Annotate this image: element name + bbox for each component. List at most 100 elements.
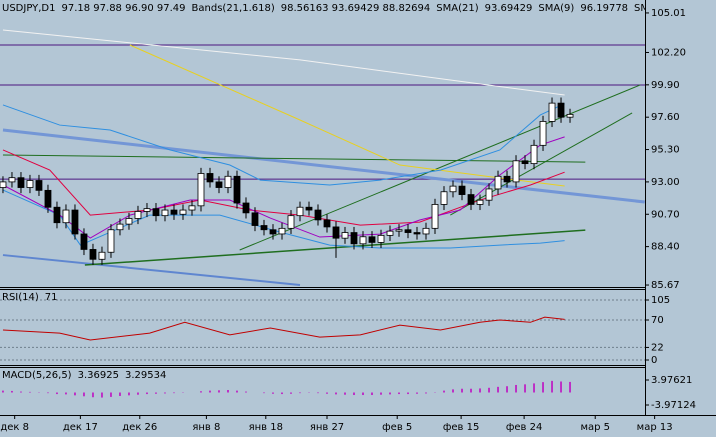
x-tick-label: мар 5 (580, 422, 610, 433)
candle-body (476, 199, 484, 205)
trend-line (239, 84, 641, 251)
candle-body (431, 204, 439, 229)
candle-body (449, 185, 457, 193)
y-tick-label: 99.90 (651, 80, 680, 91)
candle-body (224, 175, 232, 188)
candle-body (161, 209, 169, 217)
candle-body (53, 206, 61, 224)
candle-body (98, 251, 106, 260)
pane-header: 98.56163 93.69429 88.82694 (281, 3, 431, 14)
candle-body (152, 208, 160, 217)
candle-body (143, 208, 151, 212)
indicator-line (2, 103, 565, 186)
candle-body (494, 175, 502, 190)
pane: USDJPY,D1 97.18 97.88 96.90 97.49 Bands(21… (0, 3, 683, 287)
trend-line (2, 128, 645, 204)
candle-body (341, 232, 349, 239)
pane-header: 3.36925 (78, 370, 119, 381)
candle-body (422, 227, 430, 235)
pane: MACD(5,26,5) 3.36925 3.29534 (2, 370, 571, 398)
candle-body (233, 175, 241, 204)
trend-line (2, 254, 301, 287)
candle-body (35, 180, 43, 191)
pane: RSI(14) 71 (0, 292, 645, 361)
candle-body (521, 160, 529, 165)
candle-body (188, 205, 196, 211)
candle-body (215, 181, 223, 188)
x-tick-label: янв 18 (249, 422, 283, 433)
candle-body (413, 232, 421, 235)
candle-body (350, 232, 358, 245)
pane-header: Bands(21,1.618) (192, 3, 275, 14)
candle-body (0, 181, 7, 188)
candle-body (269, 229, 277, 235)
pane-header: SMA(100) (634, 3, 683, 14)
candle-body (17, 177, 25, 188)
trend-line (2, 154, 586, 163)
candle-body (107, 229, 115, 253)
x-tick-label: мар 13 (637, 422, 673, 433)
pane-header: SMA(9) (538, 3, 574, 14)
candle-body (134, 211, 142, 219)
pane-header: 71 (45, 292, 58, 303)
candle-body (71, 209, 79, 235)
y-tick-label: 22 (651, 342, 664, 353)
candle-body (485, 188, 493, 201)
indicator-line (2, 189, 565, 249)
y-tick-label: 3.97621 (651, 375, 692, 386)
candle-body (287, 215, 295, 229)
candle-body (314, 209, 322, 221)
candle-body (206, 173, 214, 183)
candle-body (89, 249, 97, 260)
candle-body (395, 229, 403, 232)
candle-body (62, 209, 70, 224)
candle-body (125, 218, 133, 225)
rsi-line (2, 316, 565, 341)
y-tick-label: 0 (651, 355, 657, 366)
pane-header: MACD(5,26,5) (2, 370, 72, 381)
indicator-line (2, 136, 565, 239)
x-tick-label: янв 27 (310, 422, 344, 433)
candle-body (530, 144, 538, 165)
indicator-line (2, 29, 565, 96)
candle-body (278, 227, 286, 235)
pane-header: USDJPY,D1 (2, 3, 55, 14)
y-tick-label: 88.40 (651, 242, 680, 253)
candle-body (368, 236, 376, 243)
x-tick-label: янв 8 (192, 422, 220, 433)
candle-body (197, 173, 205, 207)
x-tick-label: дек 17 (63, 422, 98, 433)
candle-body (26, 180, 34, 188)
candle-body (440, 191, 448, 205)
y-tick-label: 90.70 (651, 209, 680, 220)
candle-body (404, 229, 412, 233)
candle-body (260, 225, 268, 231)
candle-body (80, 233, 88, 250)
pane-header: 96.19778 (580, 3, 628, 14)
y-tick-label: 105 (651, 295, 670, 306)
candle-body (548, 102, 556, 122)
candle-body (386, 230, 394, 236)
candle-body (179, 209, 187, 215)
candle-body (323, 219, 331, 228)
trend-line (84, 229, 586, 266)
candle-body (296, 206, 304, 217)
candle-body (467, 194, 475, 205)
x-tick-label: фев 5 (382, 422, 412, 433)
candle-body (332, 226, 340, 239)
pane-header: SMA(21) (436, 3, 478, 14)
candle-body (170, 209, 178, 215)
candle-body (377, 234, 385, 243)
y-tick-label: -3.97124 (651, 400, 696, 411)
indicator-line (129, 44, 565, 187)
y-tick-label: 102.20 (651, 47, 686, 58)
candle-body (539, 121, 547, 146)
y-tick-label: 93.00 (651, 177, 680, 188)
y-tick-label: 70 (651, 315, 664, 326)
candle-body (305, 206, 313, 211)
pane-header: 97.18 97.88 96.90 97.49 (61, 3, 185, 14)
candle-body (557, 102, 565, 118)
y-tick-label: 97.60 (651, 112, 680, 123)
